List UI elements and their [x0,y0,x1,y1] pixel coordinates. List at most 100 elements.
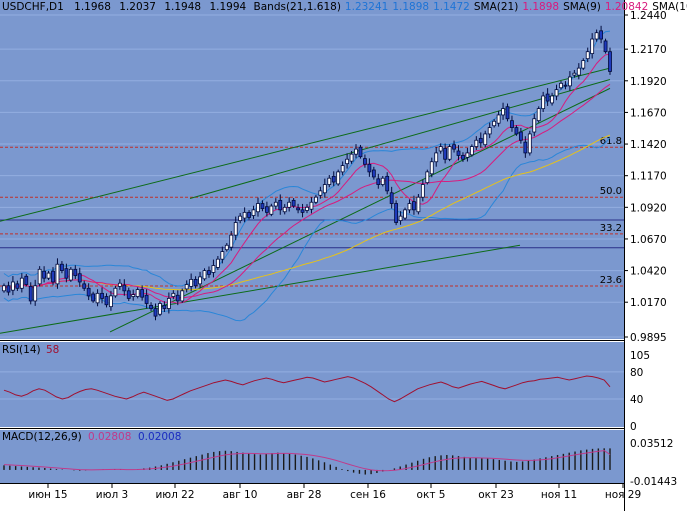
candle-body[interactable] [68,268,73,281]
candle-body[interactable] [501,108,505,116]
candle-body[interactable] [233,222,238,236]
candle-body[interactable] [64,268,69,279]
candle-body[interactable] [492,120,497,127]
candle-body[interactable] [496,114,501,124]
candle-body[interactable] [2,285,6,292]
candle-body[interactable] [175,294,180,302]
candle-body[interactable] [95,292,100,304]
candle-body[interactable] [256,203,260,213]
candle-body[interactable] [251,209,256,216]
candle-body[interactable] [55,263,60,285]
candle-body[interactable] [135,289,140,297]
candle-body[interactable] [166,298,171,309]
candle-body[interactable] [224,244,229,251]
candle-body[interactable] [104,296,109,306]
candle-body[interactable] [314,196,318,203]
candle-body[interactable] [594,32,599,40]
candle-body[interactable] [380,177,385,185]
candle-body[interactable] [117,282,122,287]
candle-body[interactable] [563,84,568,87]
candle-body[interactable] [434,152,439,163]
candle-body[interactable] [608,51,612,72]
candle-body[interactable] [389,192,394,204]
candle-body[interactable] [536,108,541,122]
candle-body[interactable] [184,284,189,290]
candle-body[interactable] [269,205,274,215]
candle-body[interactable] [238,215,243,221]
candle-body[interactable] [153,308,158,317]
candle-body[interactable] [193,279,198,287]
candle-body[interactable] [340,165,345,173]
candle-body[interactable] [309,201,314,210]
candle-body[interactable] [211,265,216,273]
candle-body[interactable] [572,72,577,76]
candle-body[interactable] [305,206,309,211]
candle-body[interactable] [158,303,162,315]
candle-body[interactable] [425,171,430,184]
candle-body[interactable] [452,144,456,150]
candle-body[interactable] [291,199,296,207]
candle-body[interactable] [590,38,595,54]
candle-body[interactable] [398,215,403,221]
candle-body[interactable] [273,201,278,207]
candle-body[interactable] [51,270,55,283]
candle-body[interactable] [469,146,474,156]
candle-body[interactable] [15,283,20,289]
candle-body[interactable] [149,304,153,309]
candle-body[interactable] [282,206,287,213]
candle-body[interactable] [527,133,532,154]
candle-body[interactable] [438,146,443,152]
candle-body[interactable] [189,279,194,287]
candle-body[interactable] [300,209,305,213]
candle-body[interactable] [554,89,559,97]
candle-body[interactable] [162,304,167,309]
candle-body[interactable] [363,158,367,165]
candle-body[interactable] [474,139,479,147]
candle-body[interactable] [109,295,113,308]
candle-body[interactable] [11,281,15,291]
candle-body[interactable] [24,275,29,285]
candle-body[interactable] [77,273,82,283]
candle-body[interactable] [407,203,412,211]
candle-body[interactable] [456,150,461,156]
candle-body[interactable] [420,184,425,198]
candle-body[interactable] [131,294,136,297]
candles[interactable] [2,25,612,321]
candle-body[interactable] [287,201,292,208]
candle-body[interactable] [371,169,376,178]
candle-body[interactable] [514,127,519,135]
candle-body[interactable] [385,175,390,192]
candle-body[interactable] [318,190,323,196]
candle-body[interactable] [46,272,51,279]
candle-body[interactable] [443,148,448,160]
candle-body[interactable] [603,40,608,53]
candle-body[interactable] [487,127,492,135]
candle-body[interactable] [82,283,87,289]
candle-body[interactable] [327,177,332,185]
candle-body[interactable] [37,268,42,285]
candle-body[interactable] [567,76,572,87]
candle-body[interactable] [242,211,247,219]
candle-body[interactable] [429,161,434,175]
candle-body[interactable] [550,95,554,104]
candle-body[interactable] [532,118,537,133]
candle-body[interactable] [461,155,465,160]
candle-body[interactable] [91,293,96,302]
candle-body[interactable] [73,268,78,277]
candle-body[interactable] [278,199,283,211]
candle-body[interactable] [296,207,300,211]
candle-body[interactable] [581,60,586,69]
candle-body[interactable] [322,184,327,194]
candle-body[interactable] [354,148,358,155]
candle-body[interactable] [331,175,336,183]
candle-body[interactable] [19,277,24,289]
candle-body[interactable] [215,258,220,268]
candle-body[interactable] [478,137,483,144]
candle-body[interactable] [518,131,523,141]
candle-body[interactable] [6,285,11,293]
candle-body[interactable] [403,209,407,219]
candle-body[interactable] [113,287,118,297]
candle-body[interactable] [447,146,452,160]
candle-body[interactable] [207,270,211,275]
